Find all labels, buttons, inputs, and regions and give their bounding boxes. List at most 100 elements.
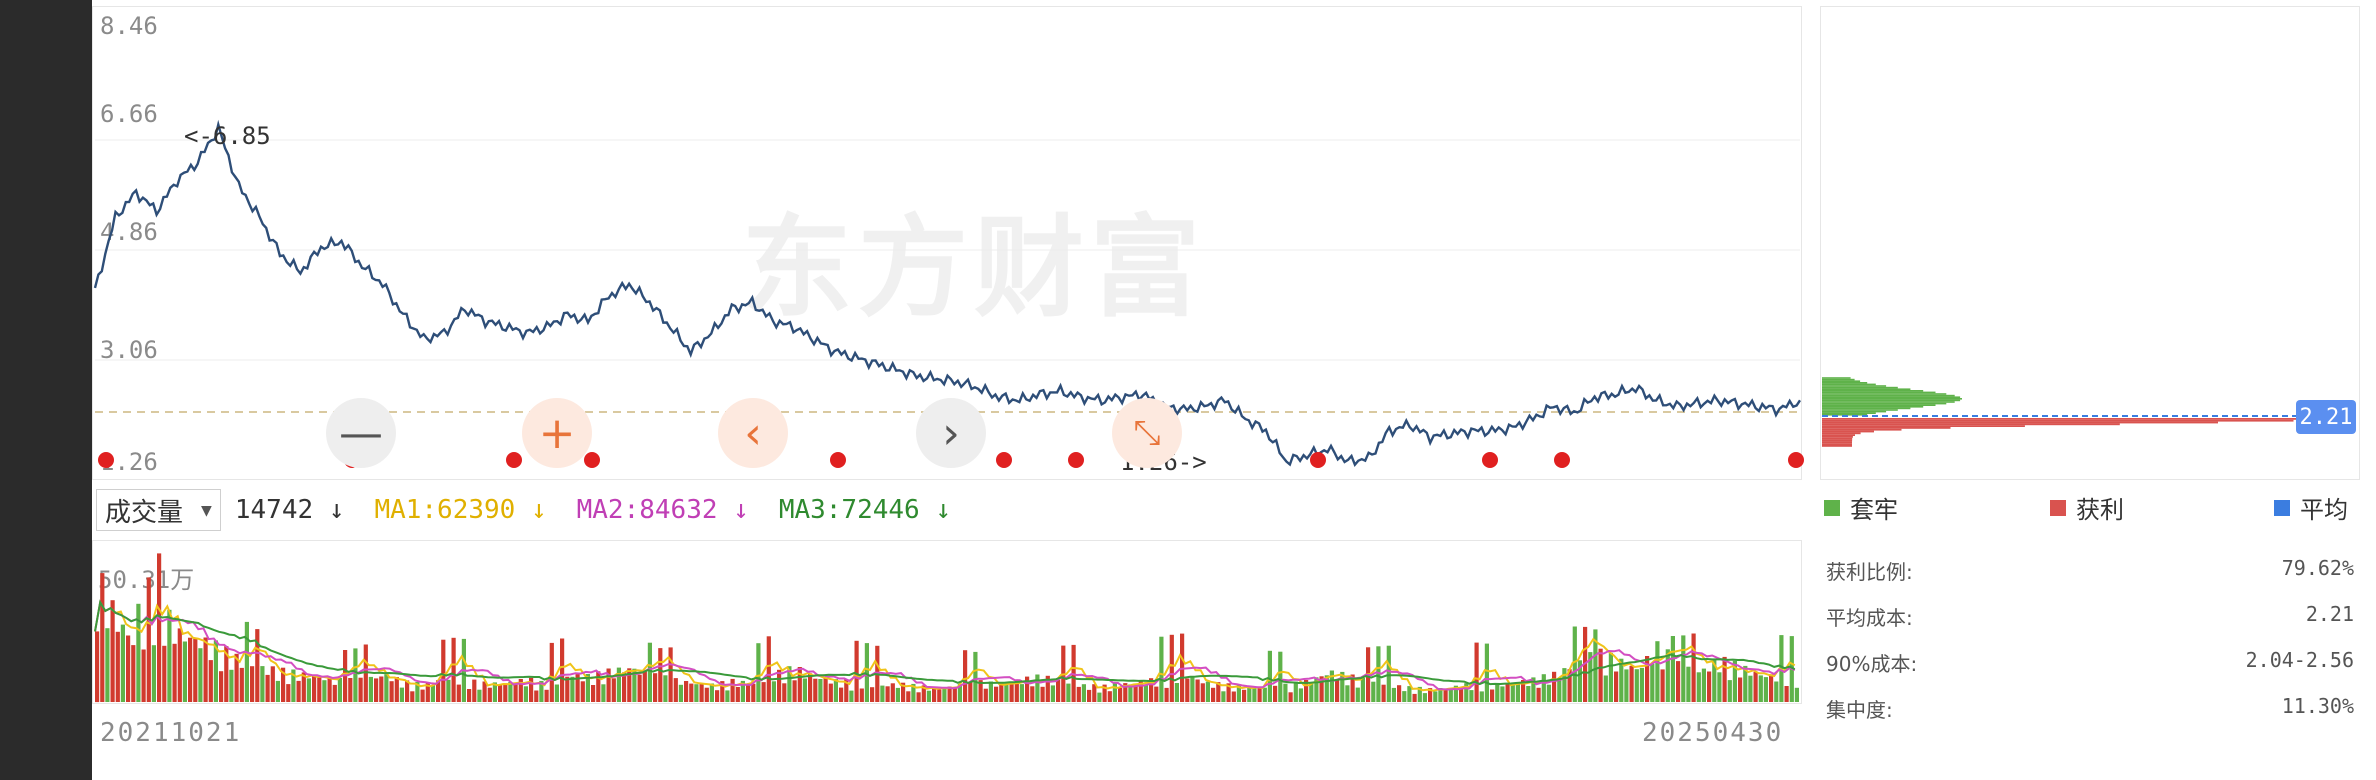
stat-value: 79.62% bbox=[2281, 556, 2354, 580]
volume-bar bbox=[808, 673, 813, 702]
volume-bar bbox=[1045, 675, 1050, 702]
volume-bar bbox=[792, 680, 797, 702]
volume-bar bbox=[1335, 679, 1340, 702]
volume-bar bbox=[441, 639, 446, 702]
chip-profit-bar bbox=[1822, 423, 2120, 426]
volume-bar bbox=[1634, 669, 1639, 702]
volume-bar bbox=[782, 683, 787, 702]
chip-profit-bar bbox=[1822, 425, 2025, 427]
next-button[interactable]: › bbox=[916, 398, 986, 468]
event-marker bbox=[1788, 452, 1804, 468]
ma3-line bbox=[94, 599, 1796, 686]
volume-bar bbox=[1743, 665, 1748, 702]
volume-bar bbox=[725, 690, 730, 702]
chip-trapped-bar bbox=[1822, 409, 1898, 411]
volume-bar bbox=[1236, 684, 1241, 702]
volume-bar bbox=[756, 643, 761, 702]
volume-bar bbox=[327, 676, 332, 702]
chip-profit-bar bbox=[1822, 434, 1855, 436]
stat-row: 集中度: 11.30% bbox=[1826, 694, 2354, 723]
volume-bar bbox=[694, 684, 699, 702]
event-marker bbox=[584, 452, 600, 468]
volume-bar bbox=[1345, 685, 1350, 702]
chip-trapped-bar bbox=[1822, 390, 1924, 392]
volume-bar bbox=[1686, 666, 1691, 702]
volume-bar bbox=[1696, 672, 1701, 702]
volume-bar bbox=[219, 671, 224, 702]
volume-bar bbox=[1174, 683, 1179, 702]
reset-zoom-button[interactable]: ⤡ bbox=[1112, 398, 1182, 468]
volume-bar bbox=[1019, 684, 1024, 702]
volume-bar bbox=[1221, 691, 1226, 702]
volume-bar bbox=[430, 685, 435, 702]
volume-bar bbox=[193, 637, 198, 702]
volume-bar bbox=[906, 691, 911, 702]
volume-bar bbox=[622, 672, 627, 702]
zoom-out-button[interactable]: — bbox=[326, 398, 396, 468]
volume-bar bbox=[410, 691, 415, 702]
chip-trapped-bar bbox=[1822, 377, 1851, 379]
volume-bar bbox=[668, 647, 673, 702]
volume-bar bbox=[208, 660, 213, 702]
volume-bar bbox=[306, 678, 311, 702]
stat-label: 集中度: bbox=[1826, 698, 1893, 722]
volume-bar bbox=[105, 628, 110, 702]
volume-bar bbox=[281, 667, 286, 702]
volume-bar bbox=[1490, 689, 1495, 702]
volume-bar bbox=[1324, 675, 1329, 702]
event-marker bbox=[1310, 452, 1326, 468]
volume-bar bbox=[1211, 687, 1216, 702]
volume-bar bbox=[1422, 693, 1427, 702]
volume-chart-panel[interactable] bbox=[92, 540, 1802, 704]
volume-bar bbox=[286, 684, 291, 702]
chip-profit-bar bbox=[1822, 418, 2322, 420]
volume-bar bbox=[291, 669, 296, 702]
volume-bar bbox=[1572, 626, 1577, 702]
volume-bar bbox=[973, 651, 978, 702]
volume-bar bbox=[229, 669, 234, 702]
volume-bar bbox=[1531, 677, 1536, 702]
volume-bar bbox=[957, 683, 962, 702]
volume-bar bbox=[1676, 661, 1681, 702]
volume-bar bbox=[1247, 686, 1252, 702]
volume-bar bbox=[1288, 692, 1293, 702]
volume-bar bbox=[1753, 671, 1758, 702]
chip-trapped-bar bbox=[1822, 382, 1868, 384]
volume-bar bbox=[1340, 671, 1345, 702]
volume-bar bbox=[1593, 629, 1598, 702]
volume-bar bbox=[188, 637, 193, 702]
volume-bar bbox=[1118, 687, 1123, 702]
volume-bar bbox=[1701, 668, 1706, 702]
volume-bar bbox=[735, 687, 740, 702]
volume-bar bbox=[1438, 688, 1443, 702]
volume-bar bbox=[1515, 684, 1520, 702]
zoom-in-button[interactable]: + bbox=[522, 398, 592, 468]
volume-bar bbox=[1748, 675, 1753, 702]
stat-row: 90%成本: 2.04-2.56 bbox=[1826, 648, 2354, 677]
volume-bar bbox=[978, 680, 983, 702]
volume-bar bbox=[1712, 660, 1717, 702]
indicator-select[interactable]: 成交量 ▼ bbox=[96, 489, 221, 531]
volume-bar bbox=[802, 678, 807, 702]
volume-bar bbox=[1273, 685, 1278, 702]
volume-bar bbox=[487, 687, 492, 702]
volume-bar bbox=[1474, 642, 1479, 702]
volume-bar bbox=[1500, 686, 1505, 702]
volume-bar bbox=[1448, 688, 1453, 702]
prev-button[interactable]: ‹ bbox=[718, 398, 788, 468]
volume-bar bbox=[508, 682, 513, 702]
price-chart-panel[interactable] bbox=[92, 6, 1802, 480]
event-marker bbox=[1482, 452, 1498, 468]
volume-bar bbox=[937, 689, 942, 702]
volume-bar bbox=[864, 643, 869, 702]
chip-profit-bar bbox=[1822, 445, 1852, 447]
volume-bar bbox=[921, 685, 926, 702]
volume-bar bbox=[503, 683, 508, 702]
volume-bar bbox=[947, 686, 952, 702]
volume-bar bbox=[1360, 678, 1365, 702]
volume-bar bbox=[715, 690, 720, 702]
volume-bar bbox=[653, 673, 658, 702]
volume-bar bbox=[1128, 684, 1133, 702]
volume-bar bbox=[518, 679, 523, 702]
